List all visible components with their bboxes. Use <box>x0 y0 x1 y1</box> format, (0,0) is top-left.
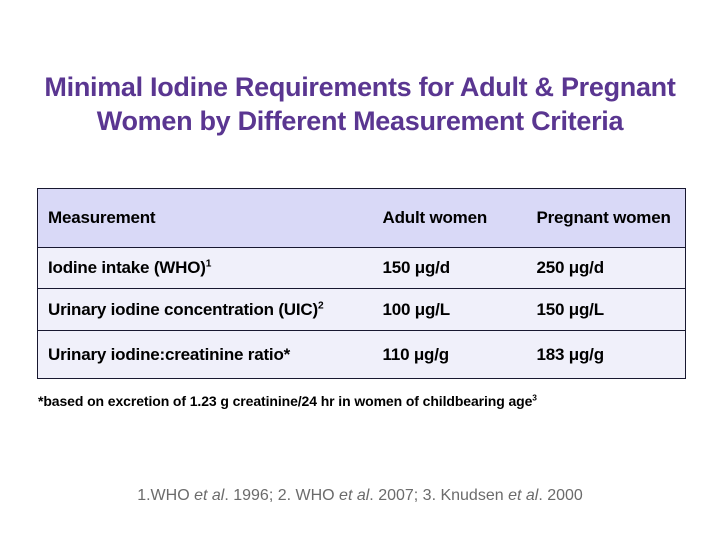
title-line-1: Minimal Iodine Requirements for Adult & … <box>44 72 676 102</box>
table-row: Iodine intake (WHO)1 150 μg/d 250 μg/d <box>37 247 686 289</box>
requirements-table: Measurement Adult women Pregnant women I… <box>37 188 686 379</box>
cell-adult-value: 150 μg/d <box>382 247 537 289</box>
citation-part-italic: et al <box>508 487 539 504</box>
measurement-superscript: 1 <box>205 258 212 270</box>
citation: 1.WHO et al. 1996; 2. WHO et al. 2007; 3… <box>0 486 720 506</box>
cell-pregnant-value: 250 μg/d <box>536 247 686 289</box>
cell-measurement: Iodine intake (WHO)1 <box>37 247 383 289</box>
cell-pregnant-value: 183 μg/g <box>536 330 686 379</box>
measurement-label: Urinary iodine:creatinine ratio* <box>48 344 291 364</box>
footnote: *based on excretion of 1.23 g creatinine… <box>38 391 698 411</box>
citation-part-italic: et al <box>194 487 225 504</box>
citation-part: . 2007; 3. Knudsen <box>369 487 509 504</box>
citation-part-italic: et al <box>339 487 370 504</box>
title-line-2: Women by Different Measurement Criteria <box>96 106 624 136</box>
footnote-text: *based on excretion of 1.23 g creatinine… <box>38 393 533 409</box>
citation-part: 1.WHO <box>137 487 195 504</box>
slide-title: Minimal Iodine Requirements for Adult & … <box>0 70 720 138</box>
header-cell-measurement: Measurement <box>37 188 383 248</box>
cell-adult-value: 110 μg/g <box>382 330 537 379</box>
table-header-row: Measurement Adult women Pregnant women <box>37 188 686 248</box>
cell-measurement: Urinary iodine:creatinine ratio* <box>37 330 383 379</box>
cell-pregnant-value: 150 μg/L <box>536 288 686 331</box>
citation-part: . 2000 <box>538 487 583 504</box>
table-row: Urinary iodine:creatinine ratio* 110 μg/… <box>37 330 686 379</box>
header-cell-adult-women: Adult women <box>382 188 537 248</box>
footnote-superscript: 3 <box>532 392 537 403</box>
citation-part: . 1996; 2. WHO <box>224 487 340 504</box>
measurement-superscript: 2 <box>317 299 324 311</box>
measurement-label: Urinary iodine concentration (UIC) <box>48 299 318 319</box>
cell-measurement: Urinary iodine concentration (UIC)2 <box>37 288 383 331</box>
cell-adult-value: 100 μg/L <box>382 288 537 331</box>
measurement-label: Iodine intake (WHO) <box>48 258 206 277</box>
header-cell-pregnant-women: Pregnant women <box>536 188 686 248</box>
table-row: Urinary iodine concentration (UIC)2 100 … <box>37 288 686 331</box>
